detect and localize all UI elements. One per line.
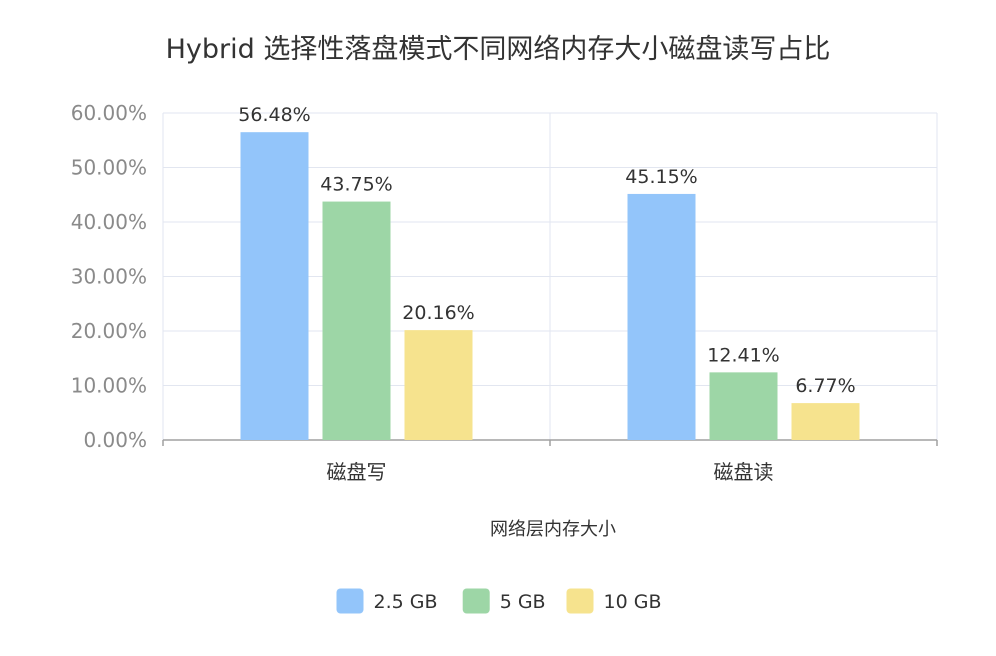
y-tick-label: 30.00% (71, 265, 147, 289)
bar (627, 193, 696, 440)
legend-swatch (566, 588, 594, 614)
x-axis: 磁盘写 磁盘读 (162, 439, 938, 484)
y-tick-label: 50.00% (71, 156, 147, 180)
data-label: 12.41% (707, 344, 779, 366)
bar (404, 330, 473, 440)
y-axis: 0.00% 10.00% 20.00% 30.00% 40.00% 50.00% 60.00… (71, 101, 147, 452)
bar (322, 201, 391, 440)
y-tick-label: 60.00% (71, 101, 147, 125)
x-tick-label: 磁盘写 (327, 460, 387, 484)
bars (240, 132, 860, 440)
data-label: 6.77% (795, 375, 855, 397)
x-axis-title: 网络层内存大小 (490, 519, 616, 540)
x-tick-label: 磁盘读 (714, 460, 774, 484)
chart-title: Hybrid 选择性落盘模式不同网络内存大小磁盘读写占比 (166, 34, 831, 65)
y-tick-label: 10.00% (71, 374, 147, 398)
y-tick-label: 40.00% (71, 210, 147, 234)
legend-label: 10 GB (604, 591, 662, 613)
data-label: 43.75% (320, 174, 392, 196)
legend-label: 2.5 GB (374, 591, 438, 613)
y-tick-label: 0.00% (83, 428, 147, 452)
data-label: 45.15% (625, 166, 697, 188)
data-label: 56.48% (238, 104, 310, 126)
data-labels: 56.48% 43.75% 20.16% 45.15% 12.41% 6.77% (238, 104, 855, 397)
y-tick-label: 20.00% (71, 319, 147, 343)
legend-swatch (336, 588, 364, 614)
legend-swatch (462, 588, 490, 614)
legend: 2.5 GB 5 GB 10 GB (336, 588, 662, 614)
legend-label: 5 GB (500, 591, 546, 613)
bar (709, 372, 778, 440)
data-label: 20.16% (402, 302, 474, 324)
bar (791, 403, 860, 440)
bar (240, 132, 309, 440)
